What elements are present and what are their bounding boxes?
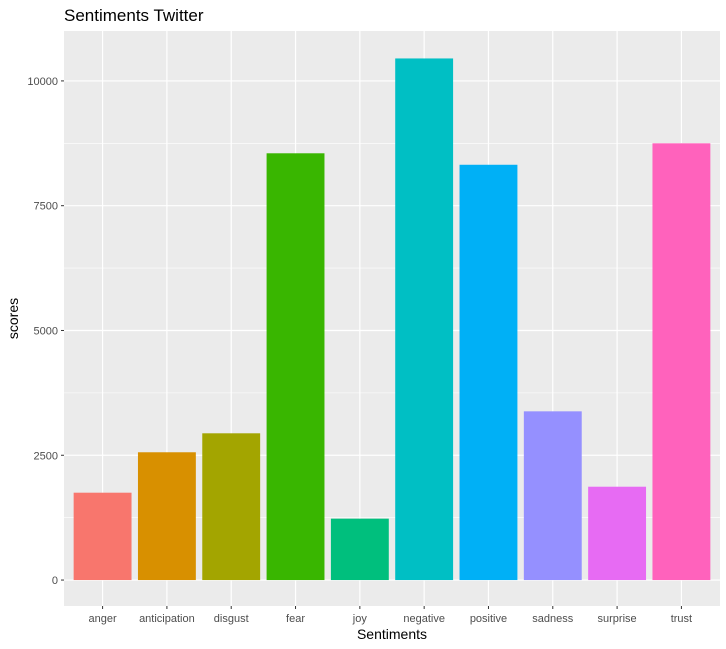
bar-surprise xyxy=(588,486,647,581)
x-tick-label: sadness xyxy=(532,613,573,625)
x-tick-label: disgust xyxy=(214,613,249,625)
bar-disgust xyxy=(202,433,261,581)
y-tick-label: 10000 xyxy=(27,76,58,88)
x-tick-label: positive xyxy=(470,613,507,625)
x-tick-label: surprise xyxy=(598,613,637,625)
y-tick-label: 7500 xyxy=(34,201,58,213)
x-tick-label: anger xyxy=(89,613,117,625)
x-tick-label: negative xyxy=(403,613,445,625)
x-tick-label: trust xyxy=(671,613,692,625)
bar-trust xyxy=(652,143,711,581)
x-tick-label: anticipation xyxy=(139,613,195,625)
bars xyxy=(73,58,711,581)
x-tick-label: joy xyxy=(352,613,368,625)
bar-negative xyxy=(395,58,454,581)
bar-sadness xyxy=(523,411,582,581)
x-tick-label: fear xyxy=(286,613,305,625)
bar-joy xyxy=(330,518,389,581)
y-axis-title: scores xyxy=(5,298,21,339)
x-axis-title: Sentiments xyxy=(357,626,427,642)
bar-anger xyxy=(73,492,132,581)
bar-anticipation xyxy=(137,452,196,581)
y-axis: 0 2500 5000 7500 10000 xyxy=(27,76,64,587)
x-axis: anger anticipation disgust fear joy negative p… xyxy=(89,606,692,625)
y-tick-label: 2500 xyxy=(34,450,58,462)
bar-fear xyxy=(266,153,325,581)
bar-positive xyxy=(459,164,518,581)
y-tick-label: 0 xyxy=(52,575,58,587)
y-tick-label: 5000 xyxy=(34,325,58,337)
chart-title: Sentiments Twitter xyxy=(64,6,204,25)
